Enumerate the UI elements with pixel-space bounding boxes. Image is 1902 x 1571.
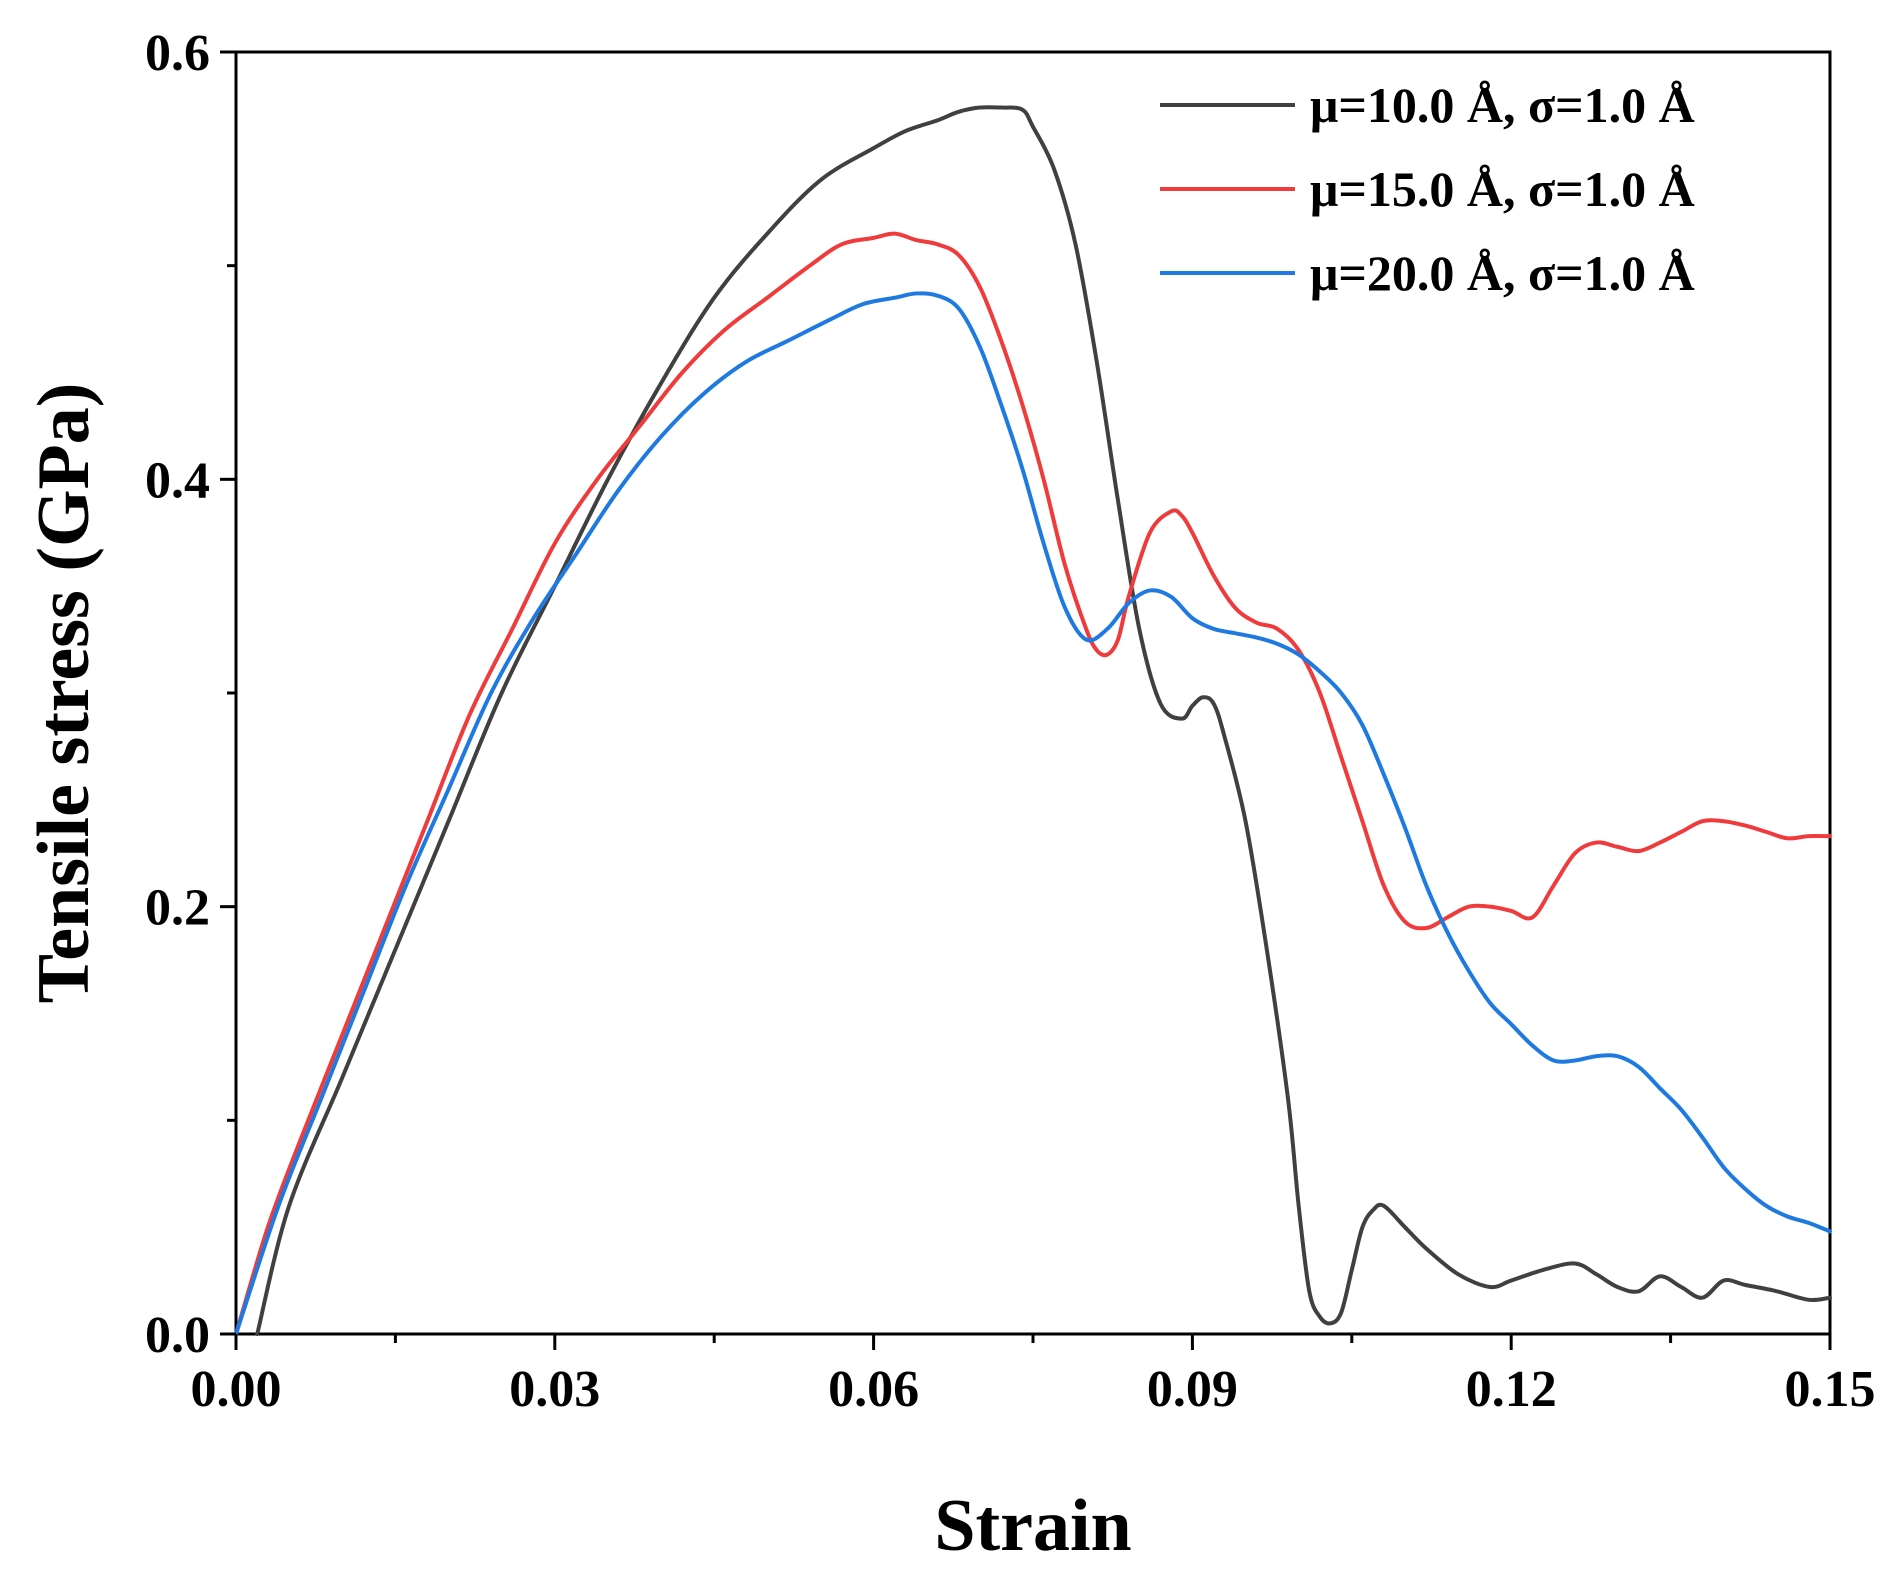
x-tick-label: 0.09 (1147, 1361, 1238, 1418)
x-tick-label: 0.12 (1466, 1361, 1557, 1418)
x-axis-title: Strain (934, 1485, 1131, 1567)
x-tick-label: 0.03 (509, 1361, 600, 1418)
y-tick-label: 0.2 (145, 880, 210, 937)
tick-labels: 0.00 0.03 0.06 0.09 0.12 0.15 0.0 0.2 0.4 0.6 (145, 25, 1876, 1418)
y-tick-label: 0.6 (145, 25, 210, 82)
x-tick-label: 0.15 (1785, 1361, 1876, 1418)
y-axis-title: Tensile stress (GPa) (23, 383, 105, 1004)
ticks-layer (220, 50, 1832, 1350)
legend-label-2: μ=15.0 Å, σ=1.0 Å (1310, 161, 1695, 217)
legend-label-3: μ=20.0 Å, σ=1.0 Å (1310, 245, 1695, 301)
y-tick-label: 0.0 (145, 1307, 210, 1364)
x-tick-label: 0.00 (191, 1361, 282, 1418)
x-tick-label: 0.06 (828, 1361, 919, 1418)
series-line-3 (234, 291, 1832, 1336)
legend: μ=10.0 Å, σ=1.0 Å μ=15.0 Å, σ=1.0 Å μ=20.0… (1160, 77, 1695, 301)
y-tick-label: 0.4 (145, 452, 210, 509)
series-line-2 (234, 231, 1832, 1336)
legend-label-1: μ=10.0 Å, σ=1.0 Å (1310, 77, 1695, 133)
series-layer (234, 105, 1832, 1336)
series-line-1 (255, 105, 1832, 1336)
